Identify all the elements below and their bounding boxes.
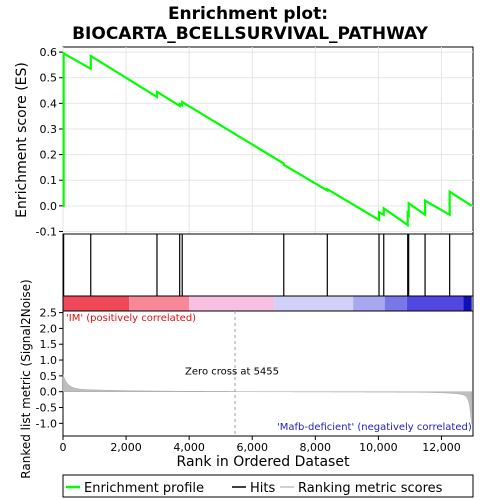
hit-marks: [63, 234, 451, 296]
chart-title-line2: BIOCARTA_BCELLSURVIVAL_PATHWAY: [72, 24, 429, 44]
x-tick-label: 0: [60, 441, 67, 454]
legend-box: [62, 474, 474, 498]
es-tick-label: -0.1: [36, 225, 57, 238]
x-tick-label: 6,000: [236, 441, 268, 454]
x-tick-label: 2,000: [110, 441, 142, 454]
legend-label-hits: Hits: [250, 481, 275, 496]
zero-cross-annotation: Zero cross at 5455: [185, 366, 279, 377]
enrichment-profile-line: [62, 51, 473, 228]
es-y-ticks: -0.1 0.0 0.1 0.2 0.3 0.4 0.5 0.6: [36, 46, 63, 238]
negative-correlation-label: 'Mafb-deficient' (negatively correlated): [277, 422, 472, 433]
x-tick-label: 10,000: [359, 441, 398, 454]
x-tick-label: 4,000: [173, 441, 205, 454]
legend-item-metric: Ranking metric scores: [280, 481, 443, 496]
metric-tick-label: -1.0: [36, 417, 57, 430]
chart-title-line1: Enrichment plot:: [168, 4, 328, 24]
metric-y-axis-label: Ranked list metric (Signal2Noise): [19, 279, 33, 478]
es-tick-label: 0.2: [40, 149, 58, 162]
positive-correlation-label: 'IM' (positively correlated): [66, 313, 196, 324]
x-tick-label: 12,000: [422, 441, 461, 454]
es-tick-label: 0.4: [40, 97, 58, 110]
legend-label-enrichment: Enrichment profile: [84, 481, 204, 496]
metric-panel-frame: [62, 310, 474, 437]
es-tick-label: 0.5: [40, 72, 58, 85]
color-bar-segment: [406, 296, 464, 311]
es-tick-label: 0.3: [40, 123, 58, 136]
es-tick-label: 0.6: [40, 46, 58, 59]
color-bar-segment: [189, 296, 275, 311]
metric-tick-label: 0.0: [40, 386, 58, 399]
metric-tick-label: 0.5: [40, 370, 58, 383]
color-bar-segment: [274, 296, 354, 311]
es-y-axis-label: Enrichment score (ES): [14, 62, 30, 218]
es-tick-label: 0.0: [40, 200, 58, 213]
legend-item-hits: Hits: [232, 481, 275, 496]
hits-panel-frame: [62, 233, 474, 297]
metric-tick-label: -0.5: [36, 402, 57, 415]
metric-tick-label: 2.0: [40, 322, 58, 335]
x-axis-label: Rank in Ordered Dataset: [177, 454, 350, 470]
color-bar-segment: [384, 296, 407, 311]
metric-y-ticks: -1.0 -0.5 0.0 0.5 1.0 1.5 2.0 2.5: [36, 307, 63, 430]
metric-tick-label: 2.5: [40, 307, 58, 320]
metric-tick-label: 1.5: [40, 338, 58, 351]
color-bar-segment: [129, 296, 190, 311]
ranking-metric-area: [62, 374, 473, 424]
color-bar-segment: [63, 296, 130, 311]
x-axis-ticks: 0 2,000 4,000 6,000 8,000 10,000 12,000: [60, 436, 461, 454]
metric-tick-label: 1.0: [40, 354, 58, 367]
legend-item-enrichment: Enrichment profile: [66, 481, 204, 496]
x-tick-label: 8,000: [300, 441, 332, 454]
color-bar-segment: [463, 296, 472, 311]
legend-label-metric: Ranking metric scores: [298, 481, 443, 496]
color-bar-segment: [353, 296, 385, 311]
ranking-color-bar: [62, 295, 474, 312]
es-tick-label: 0.1: [40, 174, 58, 187]
